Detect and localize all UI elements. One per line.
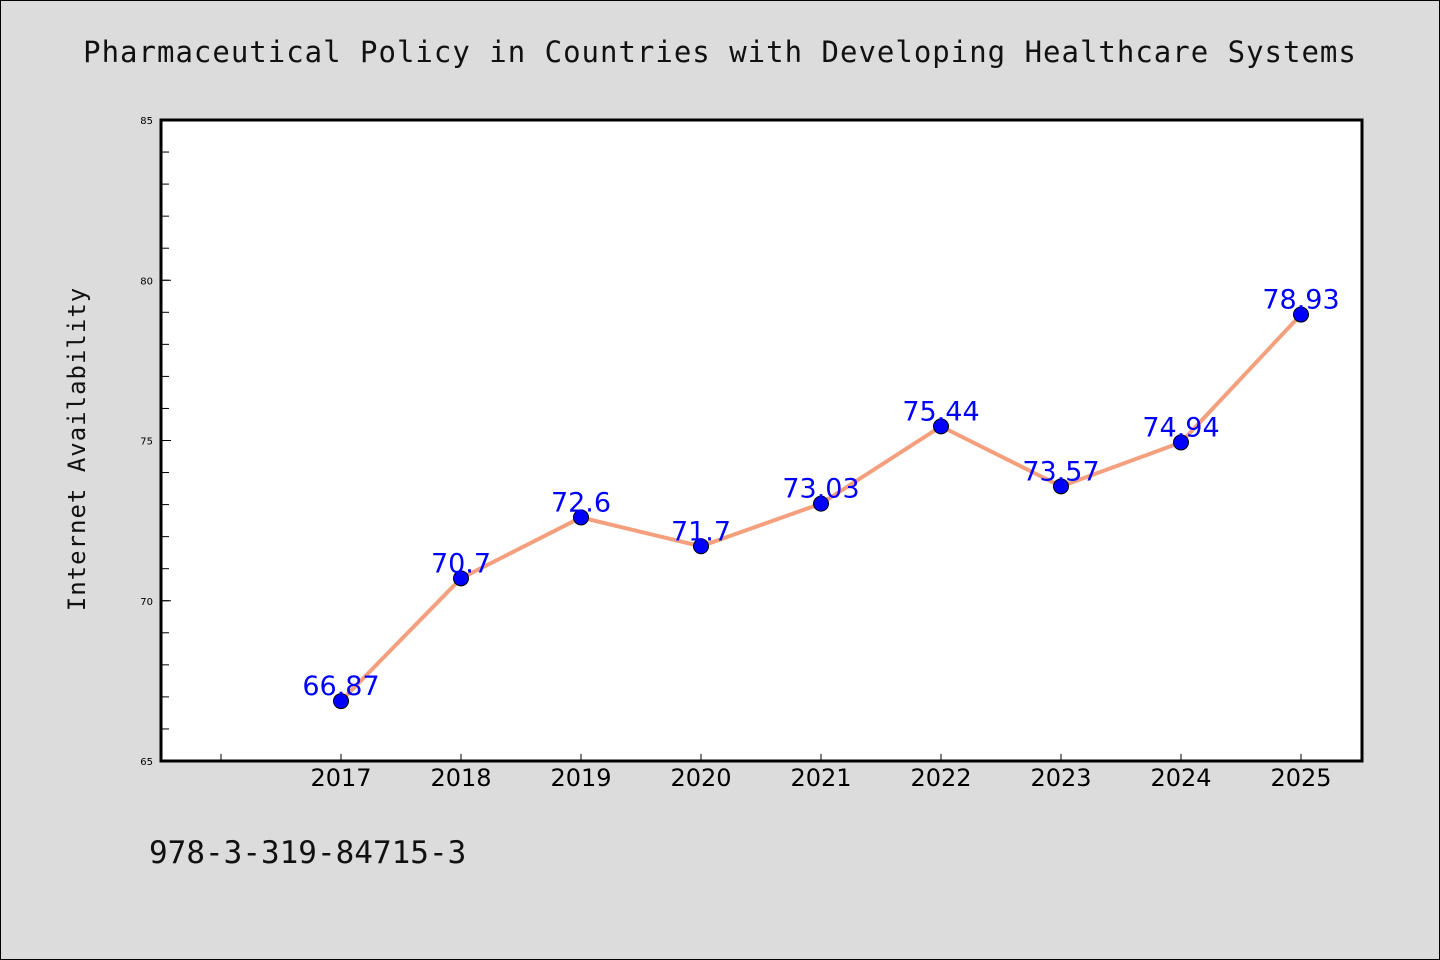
y-tick-label: 75 <box>140 437 153 448</box>
plot-area <box>159 118 1364 763</box>
data-point-marker <box>1173 434 1189 451</box>
data-label: 71.7 <box>671 516 731 547</box>
x-tick-label: 2024 <box>1150 764 1211 792</box>
x-tick-label: 2022 <box>910 764 971 792</box>
data-point-marker <box>1053 478 1069 495</box>
data-label: 74.94 <box>1142 412 1219 443</box>
y-tick-label: 65 <box>140 757 153 768</box>
x-tick-label: 2018 <box>430 764 491 792</box>
x-tick-label: 2020 <box>670 764 731 792</box>
data-point-marker <box>933 418 949 435</box>
y-axis: 65 70 75 80 85 <box>140 116 171 768</box>
x-tick-label: 2023 <box>1030 764 1091 792</box>
data-label: 73.57 <box>1022 456 1099 487</box>
x-tick-label: 2017 <box>310 764 371 792</box>
x-tick-label: 2025 <box>1270 764 1331 792</box>
data-label: 75.44 <box>902 396 979 427</box>
data-label: 70.7 <box>431 548 491 579</box>
data-point-marker <box>1293 306 1309 323</box>
chart-title: Pharmaceutical Policy in Countries with … <box>83 35 1357 69</box>
footnote-isbn: 978-3-319-84715-3 <box>149 835 467 871</box>
data-label: 66.87 <box>302 671 379 702</box>
data-label: 78.93 <box>1262 285 1339 316</box>
data-point-marker <box>333 693 349 710</box>
data-point-marker <box>573 509 589 526</box>
series-line-group <box>333 306 1309 710</box>
data-label: 73.03 <box>782 474 859 505</box>
data-point-marker <box>813 495 829 512</box>
x-axis: 2017 2018 2019 2020 2021 2022 2023 2024 2025 <box>220 754 1332 792</box>
y-tick-label: 70 <box>140 597 153 608</box>
y-tick-label: 85 <box>140 116 153 127</box>
x-tick-label: 2021 <box>790 764 851 792</box>
data-point-marker <box>693 538 709 555</box>
data-label: 72.6 <box>551 487 611 518</box>
data-labels: 66.87 70.7 72.6 71.7 73.03 75.44 73.57 74.94 78.… <box>302 285 1339 703</box>
y-tick-label: 80 <box>140 276 153 287</box>
data-point-marker <box>453 570 469 587</box>
x-tick-label: 2019 <box>550 764 611 792</box>
